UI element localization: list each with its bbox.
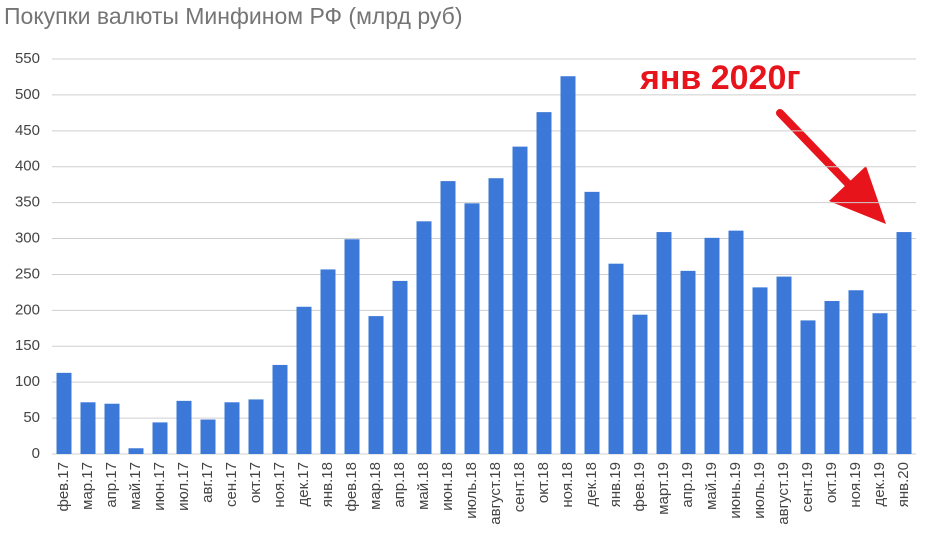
x-tick-label: июнь.19 <box>727 462 744 519</box>
y-tick-label: 200 <box>15 301 40 318</box>
bar <box>536 112 552 455</box>
x-tick-label: янв.18 <box>319 462 336 507</box>
bar <box>728 230 744 454</box>
x-tick-label: июн.17 <box>151 462 168 511</box>
x-tick-label: янв.20 <box>895 462 912 507</box>
x-tick-label: май.17 <box>127 462 144 510</box>
bar <box>368 316 384 454</box>
x-tick-label: ноя.18 <box>559 462 576 508</box>
y-tick-label: 550 <box>15 50 40 67</box>
bar <box>752 287 768 454</box>
y-tick-label: 0 <box>32 445 40 462</box>
y-tick-label: 300 <box>15 230 40 247</box>
x-tick-label: ноя.19 <box>847 462 864 508</box>
x-tick-label: фев.19 <box>631 462 648 512</box>
x-tick-label: март.19 <box>655 462 672 515</box>
bar <box>320 269 336 454</box>
bar <box>776 276 792 454</box>
y-tick-label: 150 <box>15 337 40 354</box>
x-tick-label: июль.19 <box>751 462 768 519</box>
bar <box>656 232 672 454</box>
y-tick-label: 50 <box>23 409 40 426</box>
x-tick-label: август.19 <box>775 462 792 525</box>
x-tick-label: май.18 <box>415 462 432 510</box>
bar <box>560 76 576 455</box>
x-tick-label: фев.17 <box>55 462 72 512</box>
bar <box>896 232 912 454</box>
x-tick-label: июн.18 <box>439 462 456 511</box>
x-tick-label: июл.17 <box>175 462 192 511</box>
x-tick-label: дек.18 <box>583 462 600 507</box>
x-tick-label: окт.17 <box>247 462 264 503</box>
bar <box>872 313 888 454</box>
x-tick-label: апр.19 <box>679 462 696 508</box>
x-tick-label: окт.19 <box>823 462 840 503</box>
bar <box>416 221 432 454</box>
x-tick-label: фев.18 <box>343 462 360 512</box>
bar <box>824 301 840 454</box>
x-tick-label: ноя.17 <box>271 462 288 508</box>
bar <box>296 306 312 454</box>
x-tick-label: август.18 <box>487 462 504 525</box>
y-tick-label: 100 <box>15 373 40 390</box>
x-tick-label: янв.19 <box>607 462 624 507</box>
x-tick-label: дек.19 <box>871 462 888 507</box>
bar <box>176 400 192 454</box>
x-tick-label: июль.18 <box>463 462 480 519</box>
bar <box>248 399 264 454</box>
bar <box>200 419 216 454</box>
x-tick-label: сент.18 <box>511 462 528 512</box>
bar <box>80 402 96 454</box>
bar <box>104 403 120 454</box>
bar <box>632 314 648 454</box>
x-tick-label: апр.18 <box>391 462 408 508</box>
bar <box>704 237 720 454</box>
bar <box>512 146 528 455</box>
bar <box>608 263 624 454</box>
annotation: янв 2020г <box>639 59 801 97</box>
bar <box>152 422 168 454</box>
bar <box>272 364 288 454</box>
bar <box>128 448 144 454</box>
x-tick-label: окт.18 <box>535 462 552 503</box>
y-tick-label: 500 <box>15 86 40 103</box>
bar <box>680 270 696 454</box>
x-tick-label: мар.17 <box>79 462 96 510</box>
x-tick-label: дек.17 <box>295 462 312 507</box>
x-tick-label: авг.17 <box>199 462 216 503</box>
y-tick-label: 250 <box>15 265 40 282</box>
x-tick-label: мар.18 <box>367 462 384 510</box>
bar <box>464 203 480 454</box>
chart-title: Покупки валюты Минфином РФ (млрд руб) <box>4 3 463 29</box>
bar <box>440 181 456 454</box>
bar <box>224 402 240 454</box>
bar <box>392 280 408 454</box>
bar <box>56 372 72 454</box>
y-tick-label: 450 <box>15 122 40 139</box>
bar <box>488 178 504 454</box>
arrow <box>776 109 886 224</box>
bar <box>800 320 816 454</box>
x-tick-label: май.19 <box>703 462 720 510</box>
bar <box>848 290 864 454</box>
x-tick-label: сен.17 <box>223 462 240 507</box>
x-tick-label: апр.17 <box>103 462 120 508</box>
y-tick-label: 350 <box>15 194 40 211</box>
bar <box>584 191 600 454</box>
y-tick-label: 400 <box>15 158 40 175</box>
x-tick-label: сент.19 <box>799 462 816 512</box>
bar <box>344 239 360 454</box>
